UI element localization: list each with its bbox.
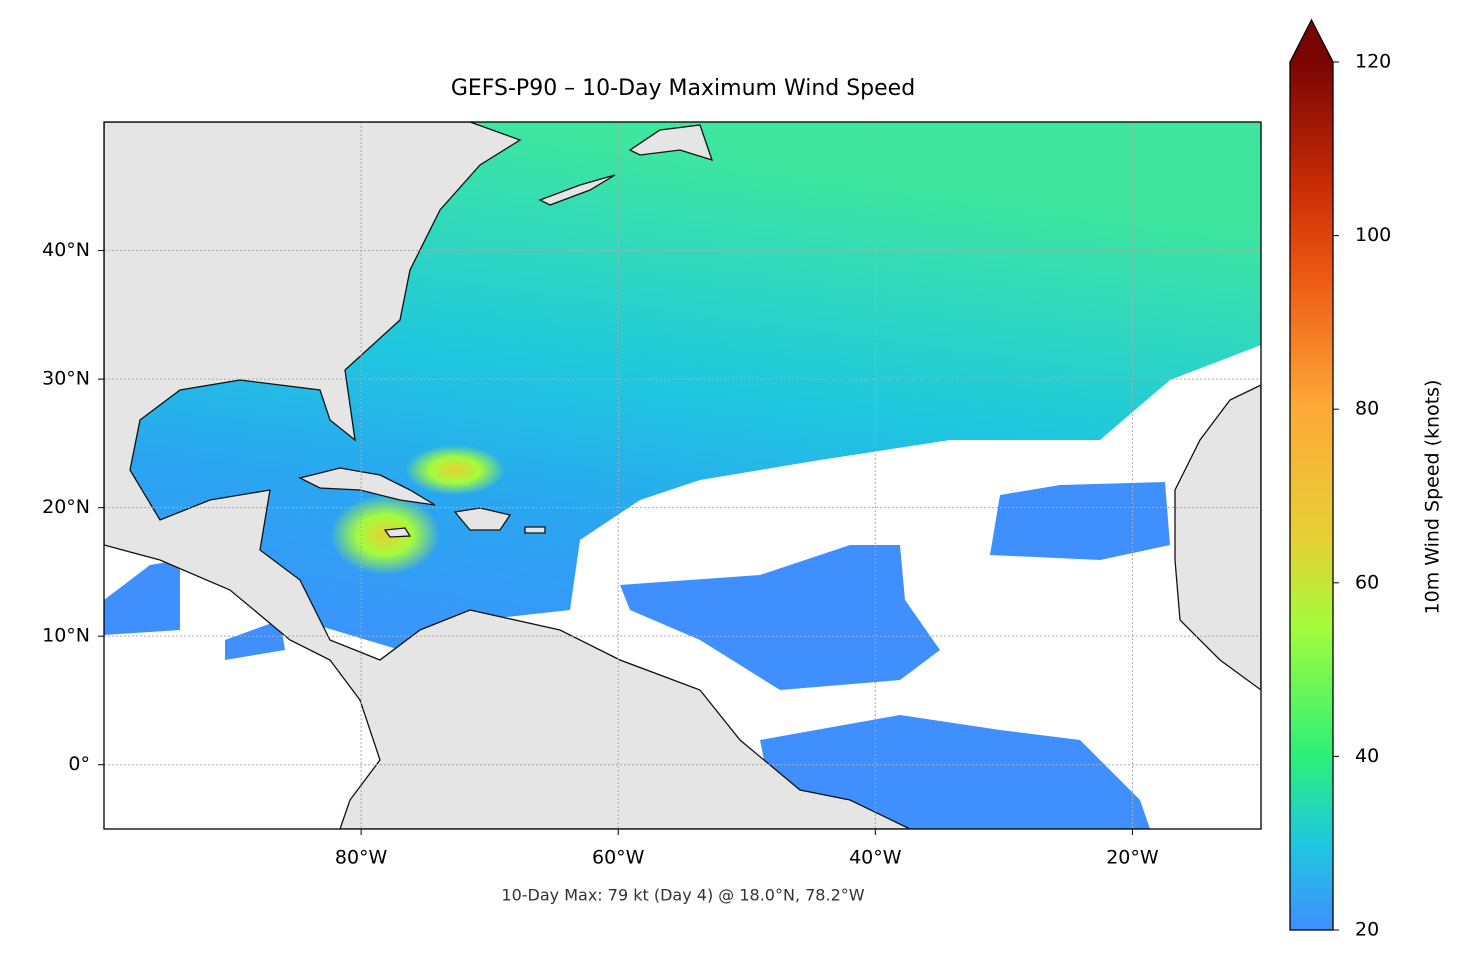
wind-field [760, 715, 1150, 829]
jamaica [383, 527, 412, 538]
cuba [298, 467, 436, 506]
wind-field [225, 620, 285, 660]
wind-maximum [405, 445, 505, 495]
x-tick-label: 60°W [592, 847, 645, 869]
wind-field [104, 560, 180, 635]
colorbar-extension [1290, 20, 1333, 62]
map [104, 122, 1261, 829]
wind-field [620, 545, 940, 690]
map-frame [103, 121, 1262, 830]
colorbar [1290, 62, 1333, 930]
chart-title: GEFS-P90 – 10-Day Maximum Wind Speed [451, 76, 915, 101]
x-tick-label: 80°W [335, 847, 388, 869]
hispaniola [453, 507, 512, 531]
wind-field [990, 482, 1170, 560]
colorbar-tick-label: 80 [1355, 398, 1379, 420]
y-tick-label: 0° [68, 753, 90, 775]
africa [1174, 384, 1261, 691]
y-tick-label: 40°N [42, 239, 90, 261]
colorbar-label: 10m Wind Speed (knots) [1422, 380, 1444, 615]
x-tick-label: 40°W [849, 847, 902, 869]
colorbar-tick-label: 100 [1355, 224, 1391, 246]
americas [104, 122, 911, 829]
nova-scotia [538, 174, 616, 206]
colorbar-tick-label: 60 [1355, 571, 1379, 593]
puerto-rico [524, 526, 546, 534]
annotation: 10-Day Max: 79 kt (Day 4) @ 18.0°N, 78.2… [501, 886, 864, 905]
colorbar-outline [1289, 18, 1334, 931]
newfoundland [628, 124, 714, 162]
x-tick-label: 20°W [1106, 847, 1159, 869]
colorbar-tick-label: 120 [1355, 51, 1391, 73]
grid [104, 122, 1261, 829]
colorbar-tick-label: 20 [1355, 919, 1379, 941]
wind-maximum [330, 495, 440, 575]
y-tick-label: 30°N [42, 368, 90, 390]
y-tick-label: 20°N [42, 496, 90, 518]
y-tick-label: 10°N [42, 625, 90, 647]
colorbar-tick-label: 40 [1355, 745, 1379, 767]
